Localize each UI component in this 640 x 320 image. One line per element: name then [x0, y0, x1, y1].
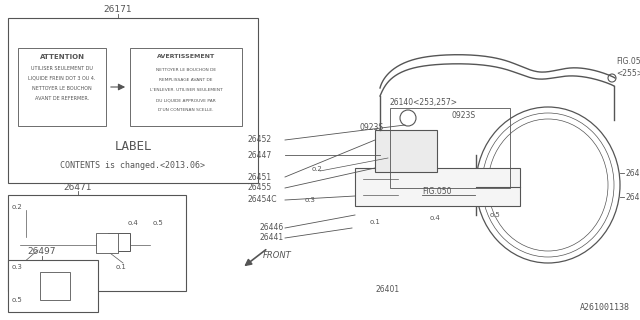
Text: 26497: 26497 — [28, 247, 56, 257]
Text: 26454C: 26454C — [248, 196, 278, 204]
Text: L'ENLEVER. UTILISER SEULEMENT: L'ENLEVER. UTILISER SEULEMENT — [150, 88, 222, 92]
Text: 26447: 26447 — [248, 150, 272, 159]
Text: NETTOYER LE BOUCHON: NETTOYER LE BOUCHON — [32, 85, 92, 91]
Text: FRONT: FRONT — [263, 252, 292, 260]
Text: o.2: o.2 — [312, 166, 323, 172]
Bar — [390, 108, 510, 188]
Text: LIQUIDE FREIN DOT 3 OU 4.: LIQUIDE FREIN DOT 3 OU 4. — [28, 76, 96, 81]
Text: FIG.050: FIG.050 — [616, 58, 640, 67]
Text: UTILISER SEULEMENT DU: UTILISER SEULEMENT DU — [31, 66, 93, 70]
Text: o.1: o.1 — [370, 219, 381, 225]
Text: 26446: 26446 — [260, 223, 284, 233]
Text: o.3: o.3 — [12, 264, 23, 270]
Text: NETTOYER LE BOUCHON DE: NETTOYER LE BOUCHON DE — [156, 68, 216, 72]
Bar — [40, 272, 70, 300]
Text: D'UN CONTENAN SCELLE.: D'UN CONTENAN SCELLE. — [158, 108, 214, 112]
Text: 26401: 26401 — [375, 285, 399, 294]
Text: 0923S: 0923S — [360, 124, 384, 132]
Text: 26452: 26452 — [248, 135, 272, 145]
Text: o.5: o.5 — [490, 212, 500, 218]
Text: 26471: 26471 — [64, 182, 92, 191]
Text: 26455: 26455 — [248, 183, 272, 193]
Text: o.2: o.2 — [12, 204, 23, 210]
Text: LABEL: LABEL — [115, 140, 152, 154]
Text: AVERTISSEMENT: AVERTISSEMENT — [157, 54, 215, 60]
Text: AVANT DE REFERMER.: AVANT DE REFERMER. — [35, 95, 89, 100]
Bar — [375, 130, 437, 172]
Text: o.4: o.4 — [430, 215, 441, 221]
Text: DU LIQUIDE APPROUVE PAR: DU LIQUIDE APPROUVE PAR — [156, 98, 216, 102]
Text: 26402: 26402 — [625, 193, 640, 202]
Bar — [8, 260, 98, 312]
Text: <255>: <255> — [616, 69, 640, 78]
Text: A261001138: A261001138 — [580, 303, 630, 312]
Bar — [355, 168, 520, 206]
Text: REMPLISSAGE AVANT DE: REMPLISSAGE AVANT DE — [159, 78, 212, 82]
Text: 26467: 26467 — [625, 169, 640, 178]
Bar — [8, 195, 186, 291]
Text: CONTENTS is changed.<2013.06>: CONTENTS is changed.<2013.06> — [61, 161, 205, 170]
Text: o.3: o.3 — [305, 197, 316, 203]
Bar — [130, 48, 242, 126]
Text: o.5: o.5 — [153, 220, 164, 226]
Text: o.4: o.4 — [128, 220, 139, 226]
Text: 26171: 26171 — [104, 5, 132, 14]
Bar — [108, 233, 130, 251]
Text: FIG.050: FIG.050 — [422, 188, 451, 196]
Text: ATTENTION: ATTENTION — [40, 54, 84, 60]
Bar — [96, 233, 118, 253]
Text: 26451: 26451 — [248, 172, 272, 181]
Text: o.1: o.1 — [116, 264, 127, 270]
Text: 26140<253,257>: 26140<253,257> — [390, 98, 458, 107]
Text: 0923S: 0923S — [452, 110, 476, 119]
Text: o.5: o.5 — [12, 297, 23, 303]
Bar — [18, 48, 106, 126]
Text: 26441: 26441 — [260, 234, 284, 243]
Bar — [8, 18, 258, 183]
